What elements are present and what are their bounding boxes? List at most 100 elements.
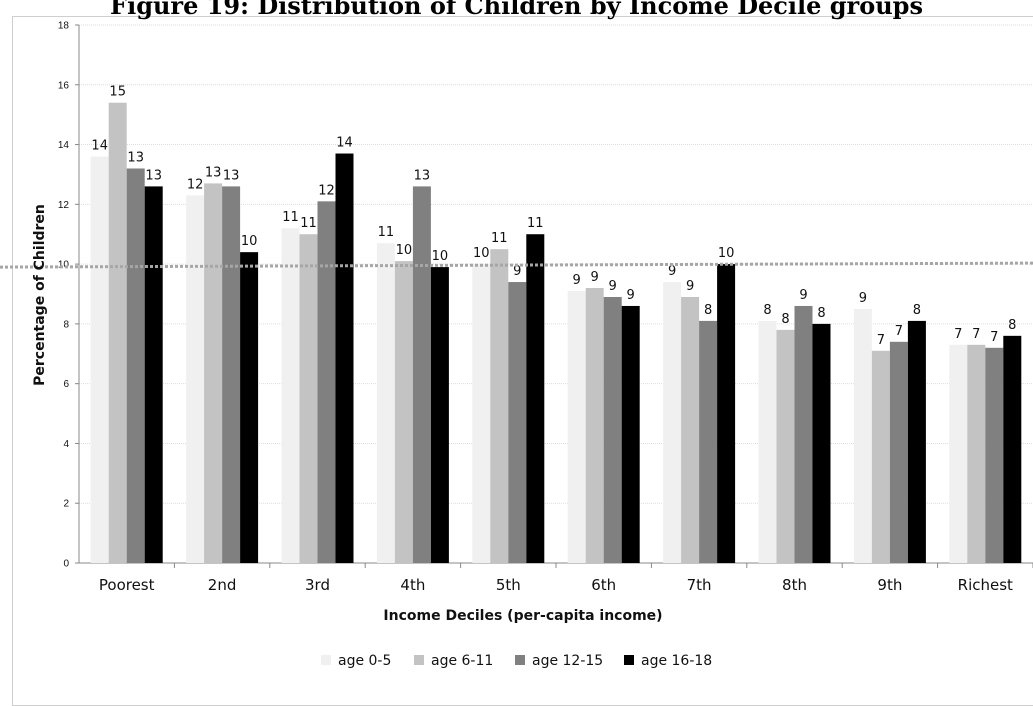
bar [567, 291, 586, 563]
y-axis-title: Percentage of Children [32, 204, 48, 386]
legend-swatch [321, 655, 331, 665]
bar [430, 267, 449, 563]
data-label: 11 [527, 216, 544, 231]
bar [949, 344, 968, 563]
data-label: 15 [109, 85, 126, 100]
bar [240, 252, 259, 563]
bar [758, 320, 777, 563]
bar [508, 282, 527, 563]
bar [144, 186, 163, 563]
bar [394, 261, 413, 563]
x-tick-label: 4th [400, 576, 425, 594]
bar [317, 201, 336, 563]
y-tick-label: 16 [58, 80, 70, 91]
bar [472, 264, 491, 563]
data-label: 8 [763, 303, 771, 318]
y-tick-label: 4 [63, 439, 69, 450]
bar [871, 350, 890, 563]
data-label: 9 [859, 291, 867, 306]
data-label: 9 [686, 279, 694, 294]
bar [699, 320, 718, 563]
bar [585, 288, 604, 563]
bar [853, 308, 872, 563]
data-label: 10 [473, 246, 490, 261]
x-axis-title: Income Deciles (per-capita income) [383, 608, 662, 624]
y-tick-label: 14 [58, 140, 70, 151]
data-label: 11 [491, 231, 508, 246]
data-label: 9 [668, 264, 676, 279]
data-label: 8 [913, 303, 921, 318]
data-label: 10 [396, 243, 413, 258]
x-tick-label: 8th [782, 576, 807, 594]
bar [776, 329, 795, 563]
bar [681, 296, 700, 563]
bar [663, 282, 682, 563]
data-label: 10 [718, 246, 735, 261]
legend-label: age 0-5 [338, 653, 391, 669]
bar [90, 156, 109, 563]
x-tick-label: 6th [591, 576, 616, 594]
bar [812, 323, 831, 563]
bar [376, 243, 395, 563]
bar [603, 296, 622, 563]
bar [281, 228, 300, 563]
data-label: 10 [432, 249, 449, 264]
data-label: 11 [300, 216, 317, 231]
bar [299, 234, 318, 563]
x-tick-label: Richest [958, 576, 1013, 594]
data-label: 13 [223, 168, 240, 183]
data-label: 7 [877, 333, 885, 348]
x-tick-label: 7th [687, 576, 712, 594]
bar [1003, 335, 1022, 563]
data-label: 8 [1008, 318, 1016, 333]
data-label: 12 [187, 177, 204, 192]
legend-label: age 6-11 [431, 653, 493, 669]
bar [889, 341, 908, 563]
data-label: 14 [336, 136, 353, 151]
x-tick-label: 5th [496, 576, 521, 594]
reference-line [0, 261, 1033, 269]
data-label: 12 [318, 183, 335, 198]
legend-swatch [414, 655, 424, 665]
x-tick-label: 2nd [208, 576, 237, 594]
y-tick-label: 10 [58, 260, 70, 271]
y-tick-label: 8 [63, 319, 69, 330]
data-label: 13 [145, 168, 162, 183]
bar [907, 320, 926, 563]
data-label: 9 [513, 264, 521, 279]
y-tick-label: 6 [63, 379, 69, 390]
x-tick-label: 9th [877, 576, 902, 594]
y-tick-label: 2 [63, 499, 69, 510]
x-tick-label: 3rd [305, 576, 330, 594]
bar [526, 234, 545, 563]
y-tick-label: 18 [58, 21, 70, 32]
bar [204, 183, 223, 563]
bar [621, 305, 640, 563]
data-label: 8 [817, 306, 825, 321]
y-tick-label: 0 [63, 559, 69, 570]
chart-title: Figure 19: Distribution of Children by I… [110, 0, 923, 20]
data-label: 9 [573, 273, 581, 288]
bar [335, 153, 354, 563]
bar [412, 186, 431, 563]
data-label: 8 [704, 303, 712, 318]
data-label: 13 [127, 150, 144, 165]
bar [186, 195, 205, 563]
bar [794, 305, 813, 563]
bar [222, 186, 241, 563]
data-label: 9 [609, 279, 617, 294]
data-label: 7 [972, 327, 980, 342]
y-tick-label: 12 [58, 200, 70, 211]
data-label: 7 [990, 330, 998, 345]
bar [490, 249, 509, 563]
data-label: 11 [282, 210, 299, 225]
data-label: 13 [205, 165, 222, 180]
data-label: 9 [591, 270, 599, 285]
legend-swatch [515, 655, 525, 665]
legend-label: age 12-15 [532, 653, 603, 669]
bar [108, 102, 127, 563]
data-label: 13 [414, 168, 431, 183]
data-label: 11 [378, 225, 395, 240]
